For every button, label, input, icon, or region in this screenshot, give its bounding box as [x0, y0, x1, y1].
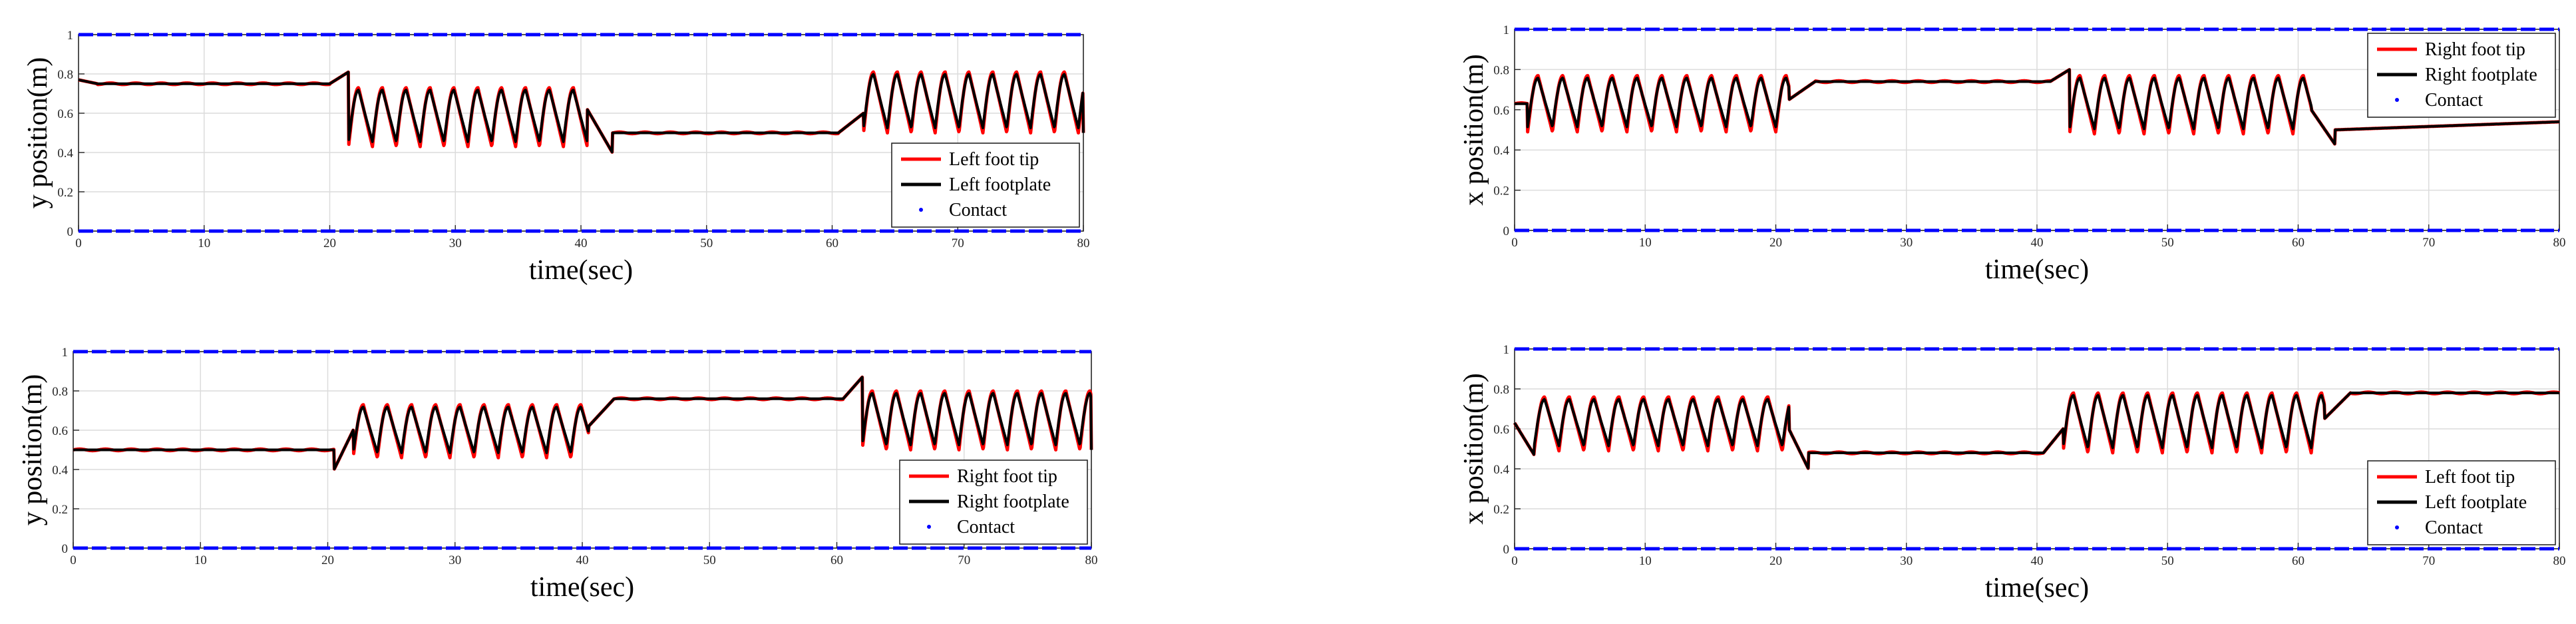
y-tick-label: 0.2 [57, 186, 73, 200]
x-axis-title: time(sec) [1985, 254, 2089, 285]
y-tick-label: 0.4 [1493, 463, 1509, 477]
legend-label: Contact [2425, 90, 2483, 111]
x-tick-label: 20 [323, 236, 336, 250]
x-tick-label: 70 [2422, 236, 2435, 250]
x-tick-label: 10 [198, 236, 210, 250]
y-tick-label: 0.2 [1493, 503, 1509, 517]
y-tick-label: 0.6 [57, 107, 73, 121]
x-tick-label: 0 [75, 236, 82, 250]
x-tick-label: 30 [449, 553, 461, 567]
y-tick-label: 0 [1503, 224, 1510, 238]
x-tick-label: 0 [1511, 236, 1518, 250]
y-tick-label: 1 [67, 29, 74, 43]
y-tick-label: 0.4 [1493, 144, 1509, 158]
chart-panel-top-right: 0 10 20 30 40 50 60 70 80 0 0.2 0.4 0.6 0.8 1 time(sec)… [1459, 23, 2566, 285]
y-tick-label: 1 [1503, 343, 1510, 357]
y-tick-label: 0.8 [57, 68, 73, 82]
x-tick-label: 10 [1639, 554, 1652, 568]
chart-panel-bottom-left: 0 10 20 30 40 50 60 70 80 0 0.2 0.4 0.6 0.8 1 time(sec)… [17, 346, 1098, 603]
legend-marker-contact [927, 525, 931, 529]
y-tick-label: 0.6 [1493, 104, 1509, 118]
x-tick-label: 50 [2161, 554, 2174, 568]
x-tick-label: 60 [826, 236, 838, 250]
y-axis-title: y position(m) [17, 374, 48, 526]
x-tick-label: 30 [449, 236, 462, 250]
y-tick-label: 0 [62, 542, 69, 556]
legend-label: Contact [2425, 517, 2483, 538]
y-axis-title: x position(m) [1459, 373, 1489, 525]
legend-marker-contact [2395, 98, 2399, 102]
y-tick-label: 1 [62, 346, 69, 360]
y-tick-label: 0.2 [1493, 184, 1509, 198]
legend: Left foot tip Left footplate Contact [891, 143, 1080, 228]
x-tick-label: 60 [2292, 554, 2304, 568]
y-tick-label: 0.6 [52, 424, 68, 438]
x-tick-label: 40 [2031, 236, 2044, 250]
y-tick-label: 0.4 [52, 464, 68, 477]
x-tick-label: 0 [70, 553, 77, 567]
x-tick-label: 80 [1085, 553, 1098, 567]
chart-panel-top-left: 0 10 20 30 40 50 60 70 80 0 0.2 0.4 0.6 0.8 1 time(sec)… [23, 29, 1090, 286]
x-tick-label: 80 [2553, 554, 2566, 568]
legend: Right foot tip Right footplate Contact [899, 460, 1088, 545]
y-tick-label: 0 [1503, 543, 1510, 557]
x-tick-label: 30 [1900, 554, 1913, 568]
y-axis-title: x position(m) [1459, 54, 1489, 206]
legend-label: Contact [949, 200, 1007, 220]
legend-label: Left foot tip [949, 149, 1039, 170]
legend-marker-contact [919, 208, 923, 212]
y-tick-label: 0.4 [57, 147, 73, 160]
x-tick-label: 60 [2292, 236, 2304, 250]
y-tick-label: 0.8 [1493, 383, 1509, 397]
legend: Left foot tip Left footplate Contact [2367, 460, 2556, 545]
x-tick-label: 70 [958, 553, 970, 567]
x-axis-title: time(sec) [1985, 573, 2089, 603]
x-tick-label: 50 [703, 553, 716, 567]
x-tick-label: 0 [1511, 554, 1518, 568]
legend-label: Right foot tip [957, 466, 1057, 487]
y-tick-label: 1 [1503, 23, 1510, 37]
legend-marker-contact [2395, 525, 2399, 529]
y-tick-label: 0.8 [52, 385, 68, 399]
y-tick-label: 0.8 [1493, 63, 1509, 77]
x-tick-label: 10 [194, 553, 207, 567]
legend-label: Left footplate [2425, 492, 2527, 513]
legend-label: Right foot tip [2425, 39, 2525, 60]
x-tick-label: 50 [700, 236, 713, 250]
x-tick-label: 70 [2422, 554, 2435, 568]
y-tick-label: 0 [67, 225, 74, 239]
x-tick-label: 70 [952, 236, 964, 250]
x-axis-title: time(sec) [529, 255, 633, 286]
y-axis-title: y position(m) [23, 57, 53, 209]
x-tick-label: 40 [2031, 554, 2044, 568]
legend-label: Contact [957, 517, 1015, 537]
x-tick-label: 80 [2553, 236, 2566, 250]
series-left-footplate-line [1513, 392, 2561, 470]
x-tick-label: 60 [830, 553, 843, 567]
legend-label: Left footplate [949, 174, 1051, 195]
y-tick-label: 0.2 [52, 503, 68, 517]
chart-panel-bottom-right: 0 10 20 30 40 50 60 70 80 0 0.2 0.4 0.6 0.8 1 time(sec)… [1459, 343, 2566, 603]
x-tick-label: 20 [1769, 554, 1782, 568]
x-tick-label: 20 [1769, 236, 1782, 250]
series-right-footplate-line [72, 376, 1093, 471]
x-tick-label: 10 [1639, 236, 1652, 250]
y-tick-label: 0.6 [1493, 423, 1509, 437]
x-tick-label: 30 [1900, 236, 1913, 250]
x-tick-label: 40 [576, 553, 589, 567]
legend-label: Left foot tip [2425, 467, 2515, 487]
x-tick-label: 50 [2161, 236, 2174, 250]
legend: Right foot tip Right footplate Contact [2367, 33, 2556, 118]
x-tick-label: 80 [1077, 236, 1090, 250]
legend-label: Right footplate [957, 491, 1069, 512]
series-left-footplate-line [77, 71, 1085, 154]
series-right-footplate-line [1513, 68, 2561, 146]
x-tick-label: 40 [575, 236, 588, 250]
legend-label: Right footplate [2425, 65, 2537, 85]
x-axis-title: time(sec) [530, 572, 634, 603]
x-tick-label: 20 [321, 553, 334, 567]
